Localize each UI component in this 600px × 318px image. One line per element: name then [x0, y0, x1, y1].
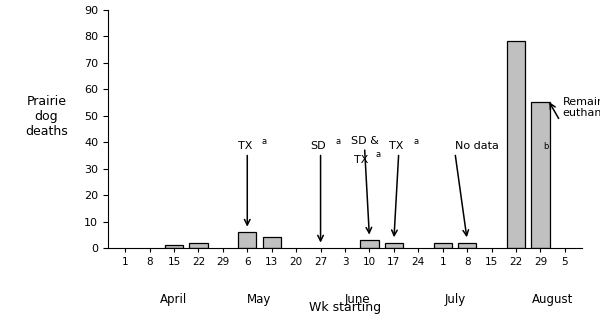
Bar: [434, 243, 452, 248]
Text: SD: SD: [310, 141, 326, 151]
Bar: [458, 243, 476, 248]
Text: a: a: [262, 137, 267, 146]
Text: Prairie
dog
deaths: Prairie dog deaths: [25, 95, 68, 138]
Text: a: a: [376, 150, 380, 159]
Text: June: June: [344, 293, 370, 306]
Bar: [385, 243, 403, 248]
Text: b: b: [543, 142, 548, 151]
Bar: [263, 238, 281, 248]
Text: April: April: [160, 293, 188, 306]
Bar: [532, 102, 550, 248]
Bar: [189, 243, 208, 248]
Text: July: July: [445, 293, 466, 306]
Text: TX: TX: [353, 155, 368, 165]
Text: August: August: [532, 293, 574, 306]
Text: a: a: [413, 137, 419, 146]
Text: No data: No data: [455, 141, 499, 151]
Text: Remainder
euthanized: Remainder euthanized: [562, 97, 600, 118]
Text: Wk starting: Wk starting: [309, 301, 381, 314]
Bar: [507, 41, 525, 248]
Text: TX: TX: [389, 141, 403, 151]
Text: May: May: [247, 293, 272, 306]
Bar: [238, 232, 256, 248]
Bar: [360, 240, 379, 248]
Text: a: a: [335, 137, 340, 146]
Text: SD &: SD &: [350, 136, 379, 146]
Bar: [165, 245, 183, 248]
Text: TX: TX: [238, 141, 252, 151]
